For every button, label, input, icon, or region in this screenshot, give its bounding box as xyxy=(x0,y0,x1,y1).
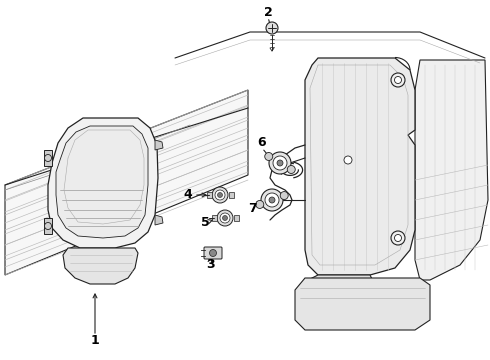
Circle shape xyxy=(256,201,264,208)
Circle shape xyxy=(212,187,228,203)
Polygon shape xyxy=(155,215,163,225)
Polygon shape xyxy=(63,248,138,284)
Text: 3: 3 xyxy=(206,258,214,271)
Circle shape xyxy=(222,216,227,220)
Circle shape xyxy=(266,22,278,34)
Circle shape xyxy=(220,213,230,223)
Polygon shape xyxy=(305,58,415,275)
Circle shape xyxy=(215,190,225,200)
Text: 4: 4 xyxy=(184,189,193,202)
Circle shape xyxy=(217,210,233,226)
Polygon shape xyxy=(295,278,430,330)
Polygon shape xyxy=(44,150,52,166)
Polygon shape xyxy=(415,60,488,280)
Polygon shape xyxy=(308,275,375,315)
Circle shape xyxy=(269,197,275,203)
Circle shape xyxy=(265,153,273,161)
Circle shape xyxy=(287,166,295,174)
Circle shape xyxy=(218,193,222,198)
Circle shape xyxy=(210,249,217,256)
Polygon shape xyxy=(48,118,158,248)
Circle shape xyxy=(394,77,401,84)
Circle shape xyxy=(394,234,401,242)
Circle shape xyxy=(45,154,51,162)
Circle shape xyxy=(277,160,283,166)
Circle shape xyxy=(45,222,51,230)
Bar xyxy=(234,215,239,221)
Text: 5: 5 xyxy=(200,216,209,229)
Polygon shape xyxy=(5,90,248,275)
Circle shape xyxy=(344,156,352,164)
Circle shape xyxy=(391,231,405,245)
FancyBboxPatch shape xyxy=(204,247,222,259)
Circle shape xyxy=(273,156,287,170)
Text: 6: 6 xyxy=(258,136,266,149)
Polygon shape xyxy=(155,140,163,150)
Bar xyxy=(228,192,234,198)
Polygon shape xyxy=(56,126,148,238)
Circle shape xyxy=(261,189,283,211)
Circle shape xyxy=(265,193,279,207)
Polygon shape xyxy=(44,218,52,234)
Circle shape xyxy=(391,73,405,87)
Text: 2: 2 xyxy=(264,5,272,18)
Circle shape xyxy=(269,152,291,174)
Text: 7: 7 xyxy=(247,202,256,215)
Circle shape xyxy=(280,192,288,199)
Circle shape xyxy=(64,144,73,153)
Bar xyxy=(212,215,217,221)
Bar xyxy=(206,192,212,198)
Text: 1: 1 xyxy=(91,333,99,346)
